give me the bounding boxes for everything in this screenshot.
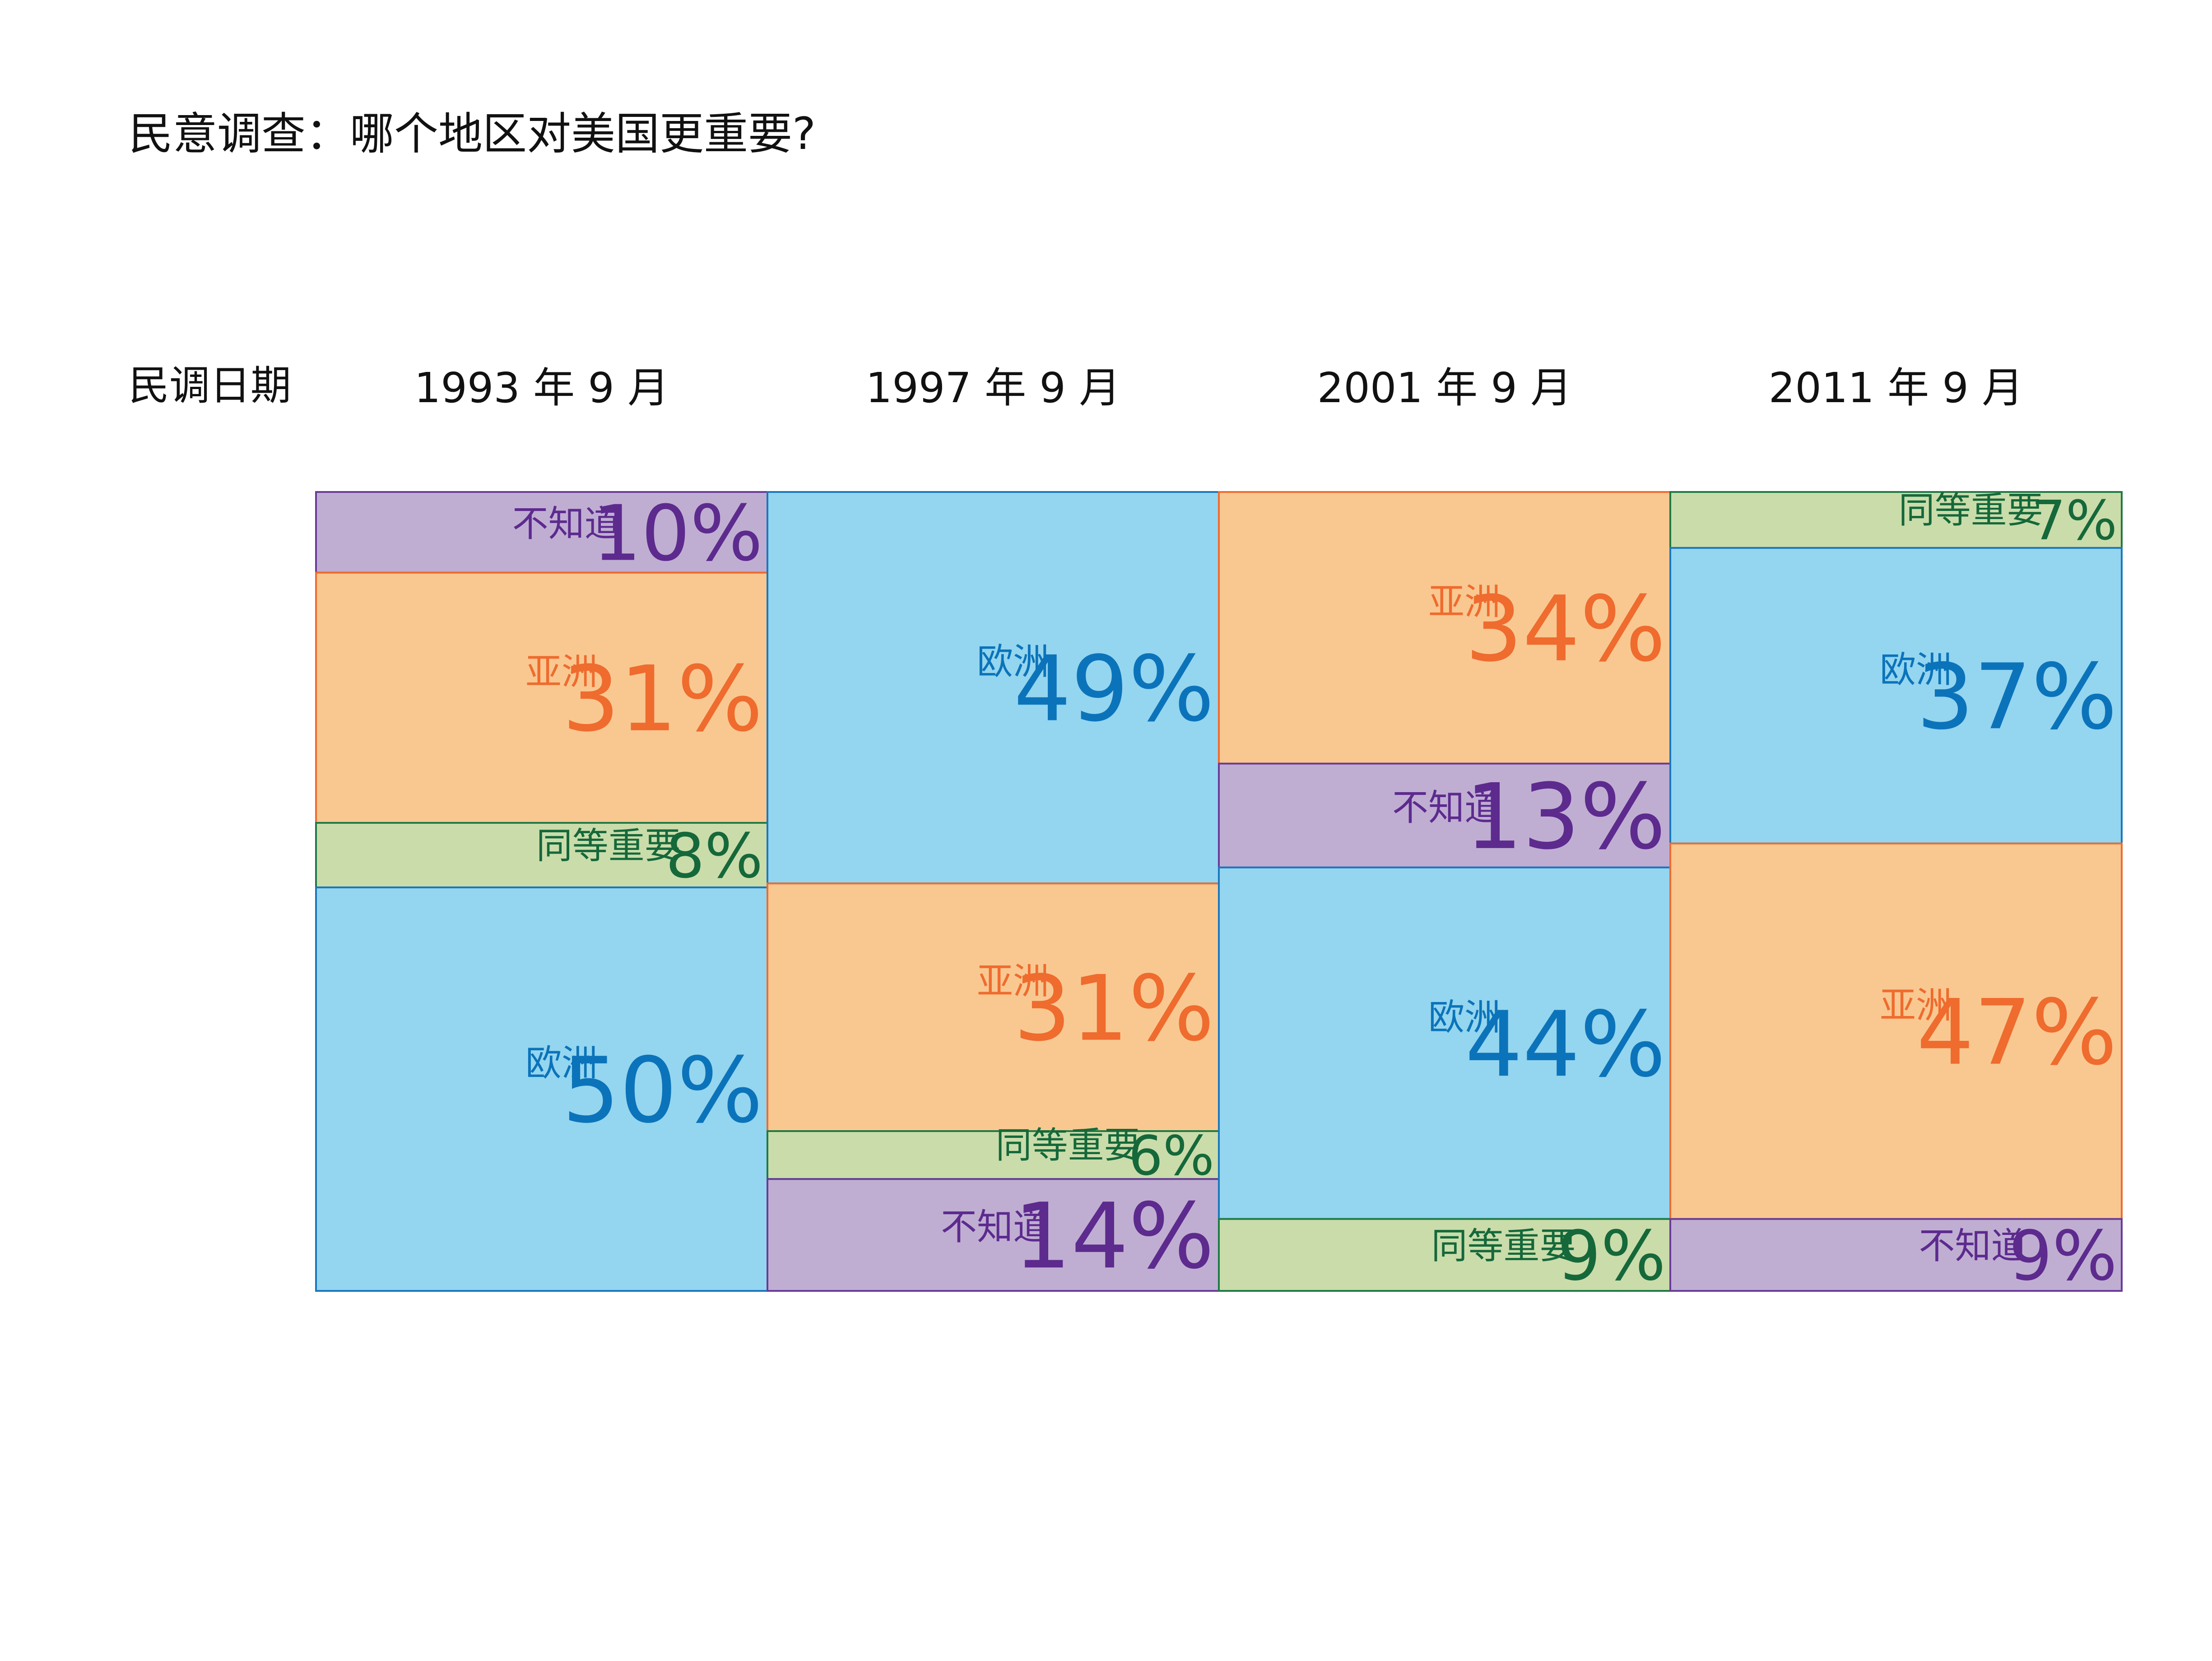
value-label-1993-asia: 31%	[562, 647, 763, 752]
value-label-1997-asia: 31%	[1013, 956, 1214, 1062]
bar-1997-europe	[767, 491, 1220, 885]
value-label-1993-unknown: 10%	[593, 489, 763, 579]
bar-2011-unknown	[1669, 1218, 2123, 1292]
bar-2011-equal	[1669, 491, 2123, 549]
bar-2001-europe	[1218, 866, 1671, 1220]
category-label-2011-unknown: 不知道	[1919, 1225, 2027, 1267]
category-label-2001-asia: 亚洲	[1428, 581, 1501, 623]
bar-2001-equal	[1218, 1218, 1671, 1292]
segment-2011-equal: 7%同等重要	[1669, 489, 2123, 552]
category-label-2001-equal: 同等重要	[1431, 1225, 1576, 1267]
bar-2011-asia	[1669, 842, 2123, 1220]
value-label-2001-equal: 9%	[1557, 1216, 1666, 1296]
category-label-1997-equal: 同等重要	[996, 1124, 1140, 1166]
category-label-1993-equal: 同等重要	[536, 825, 681, 867]
category-label-1993-asia: 亚洲	[525, 651, 598, 693]
segment-2011-asia: 47%亚洲	[1669, 842, 2123, 1220]
value-label-2011-unknown: 9%	[2009, 1216, 2117, 1296]
segment-1993-equal: 8%同等重要	[315, 821, 768, 892]
bar-1997-equal	[767, 1130, 1220, 1180]
category-label-2011-europe: 欧洲	[1880, 649, 1952, 691]
category-label-1997-europe: 欧洲	[977, 641, 1049, 683]
category-label-1993-unknown: 不知道	[512, 503, 621, 545]
segment-2001-equal: 9%同等重要	[1218, 1216, 1671, 1296]
segment-1997-equal: 6%同等重要	[767, 1124, 1220, 1188]
segment-1993-europe: 50%欧洲	[315, 886, 768, 1292]
column-header-2001: 2001 年 9 月	[1317, 364, 1572, 412]
category-label-2011-asia: 亚洲	[1880, 984, 1952, 1026]
segment-1997-asia: 31%亚洲	[767, 882, 1220, 1132]
value-label-2011-europe: 37%	[1916, 645, 2117, 750]
value-label-1993-equal: 8%	[665, 821, 763, 892]
segment-2001-europe: 44%欧洲	[1218, 866, 1671, 1220]
bar-2001-asia	[1218, 491, 1671, 765]
bar-2001-unknown	[1218, 762, 1671, 868]
value-label-2001-unknown: 13%	[1465, 765, 1666, 870]
bar-1993-equal	[315, 822, 768, 889]
value-label-1993-europe: 50%	[562, 1038, 763, 1143]
bar-1997-asia	[767, 882, 1220, 1132]
category-label-1993-europe: 欧洲	[525, 1042, 598, 1084]
segment-1993-asia: 31%亚洲	[315, 571, 768, 824]
segment-2011-unknown: 9%不知道	[1669, 1216, 2123, 1296]
segment-2001-asia: 34%亚洲	[1218, 491, 1671, 765]
date-axis-label: 民调日期	[129, 362, 291, 409]
category-label-2011-equal: 同等重要	[1899, 489, 2043, 531]
segment-1997-europe: 49%欧洲	[767, 491, 1220, 885]
category-label-1997-unknown: 不知道	[941, 1206, 1049, 1248]
category-label-2001-europe: 欧洲	[1428, 996, 1501, 1038]
value-label-2001-europe: 44%	[1465, 992, 1666, 1097]
segment-1997-unknown: 14%不知道	[767, 1178, 1220, 1292]
bar-1997-unknown	[767, 1178, 1220, 1292]
value-label-2011-asia: 47%	[1916, 980, 2117, 1086]
value-label-1997-europe: 49%	[1013, 637, 1214, 742]
bar-2011-europe	[1669, 547, 2123, 844]
segment-2011-europe: 37%欧洲	[1669, 547, 2123, 844]
value-label-2011-equal: 7%	[2031, 490, 2117, 552]
segment-1993-unknown: 10%不知道	[315, 489, 768, 579]
column-header-1997: 1997 年 9 月	[865, 364, 1121, 412]
chart-title: 民意调查：哪个地区对美国更重要?	[129, 108, 816, 160]
segment-2001-unknown: 13%不知道	[1218, 762, 1671, 870]
column-header-2011: 2011 年 9 月	[1768, 364, 2024, 412]
category-label-1997-asia: 亚洲	[977, 960, 1049, 1002]
column-header-1993: 1993 年 9 月	[414, 364, 669, 412]
value-label-1997-unknown: 14%	[1013, 1184, 1214, 1289]
bar-1993-europe	[315, 886, 768, 1292]
category-label-2001-unknown: 不知道	[1392, 787, 1501, 829]
bar-1993-unknown	[315, 491, 768, 574]
value-label-2001-asia: 34%	[1465, 577, 1666, 682]
value-label-1997-equal: 6%	[1129, 1125, 1214, 1188]
